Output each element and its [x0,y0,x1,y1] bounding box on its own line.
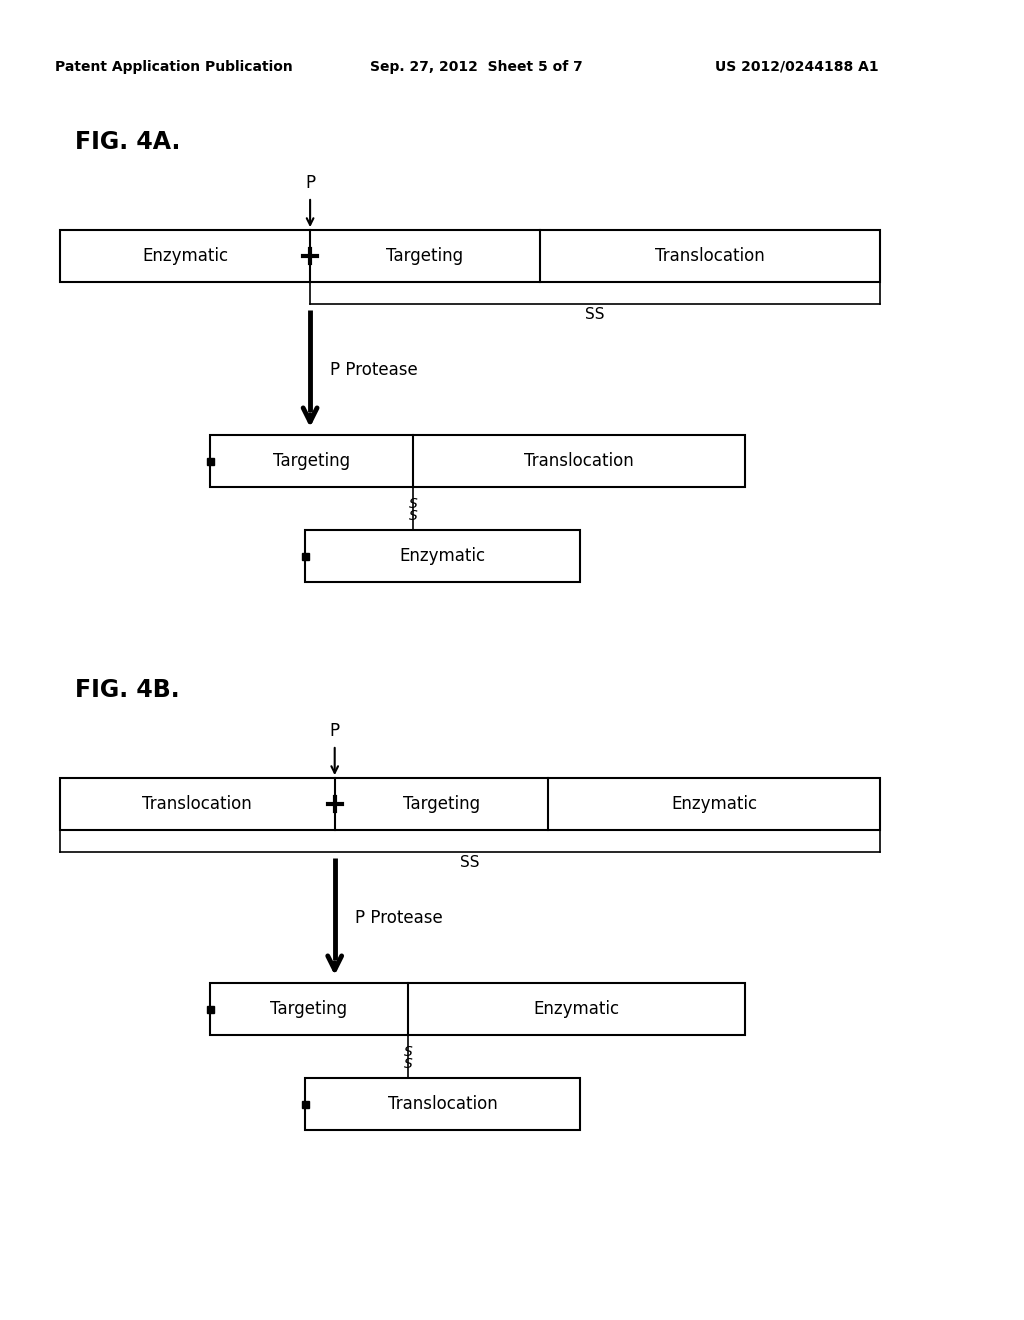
Text: Targeting: Targeting [386,247,464,265]
Bar [210,436,745,487]
Text: Enzymatic: Enzymatic [142,247,228,265]
Text: Targeting: Targeting [273,451,350,470]
Bar [301,553,308,560]
Bar [207,1006,213,1012]
Text: Targeting: Targeting [402,795,480,813]
Text: Translocation: Translocation [388,1096,498,1113]
Bar [305,531,580,582]
Text: Enzymatic: Enzymatic [534,1001,620,1018]
Text: P: P [330,722,340,741]
Bar [210,983,745,1035]
Text: Patent Application Publication: Patent Application Publication [55,59,293,74]
Bar [60,777,880,830]
Bar [305,1078,580,1130]
Text: Enzymatic: Enzymatic [671,795,757,813]
Text: SS: SS [460,855,480,870]
Text: S: S [409,510,418,524]
Text: SS: SS [586,308,605,322]
Text: US 2012/0244188 A1: US 2012/0244188 A1 [715,59,879,74]
Text: Translocation: Translocation [142,795,252,813]
Text: Translocation: Translocation [524,451,634,470]
Text: Translocation: Translocation [655,247,765,265]
Bar [207,458,213,465]
Text: Sep. 27, 2012  Sheet 5 of 7: Sep. 27, 2012 Sheet 5 of 7 [370,59,583,74]
Text: P Protease: P Protease [330,360,418,379]
Text: FIG. 4B.: FIG. 4B. [75,678,179,702]
Text: S: S [403,1057,413,1072]
Text: S: S [409,496,418,511]
Text: FIG. 4A.: FIG. 4A. [75,129,180,154]
Bar [60,230,880,282]
Text: Enzymatic: Enzymatic [399,546,485,565]
Text: P: P [305,174,315,191]
Text: S: S [403,1044,413,1059]
Text: P Protease: P Protease [354,909,442,927]
Text: Targeting: Targeting [270,1001,347,1018]
Bar [301,1101,308,1107]
